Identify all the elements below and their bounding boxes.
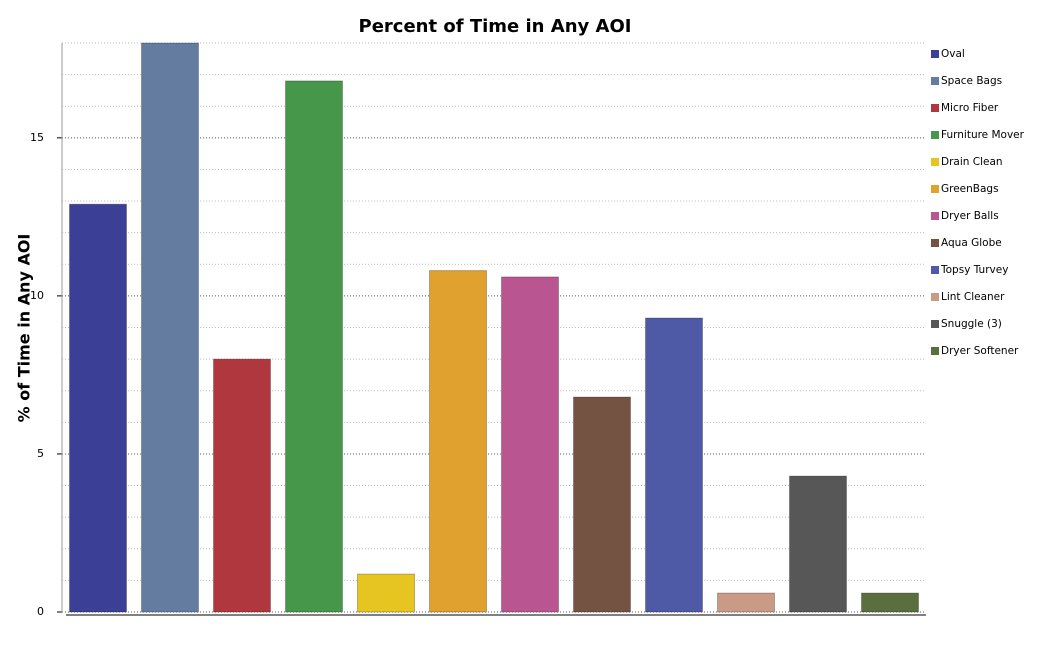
y-tick-label: 10: [30, 289, 44, 302]
y-axis-label: % of Time in Any AOI: [15, 234, 34, 423]
bar: [213, 358, 271, 613]
legend-label: Dryer Softener: [941, 345, 1019, 357]
legend-swatch: [931, 320, 939, 328]
legend-label: Furniture Mover: [941, 129, 1025, 141]
bar: [285, 80, 343, 613]
legend-label: Aqua Globe: [941, 237, 1002, 249]
legend-swatch: [931, 347, 939, 355]
legend-swatch: [931, 158, 939, 166]
bar: [429, 270, 487, 613]
legend-swatch: [931, 293, 939, 301]
legend-swatch: [931, 212, 939, 220]
legend-swatch: [931, 239, 939, 247]
legend-label: GreenBags: [941, 183, 999, 195]
bar: [141, 42, 199, 613]
legend-label: Dryer Balls: [941, 210, 999, 222]
legend-swatch: [931, 50, 939, 58]
legend-label: Lint Cleaner: [941, 291, 1005, 303]
legend-label: Space Bags: [941, 75, 1002, 87]
y-tick-label: 0: [37, 605, 44, 618]
chart-title: Percent of Time in Any AOI: [359, 16, 632, 37]
bar: [357, 573, 415, 613]
legend-swatch: [931, 266, 939, 274]
bar: [717, 592, 775, 613]
legend-swatch: [931, 131, 939, 139]
bar: [789, 475, 847, 613]
legend-swatch: [931, 185, 939, 193]
legend-label: Topsy Turvey: [940, 264, 1008, 276]
bar: [69, 203, 127, 613]
legend-label: Snuggle (3): [941, 318, 1002, 330]
legend-label: Drain Clean: [941, 156, 1003, 168]
bar: [645, 317, 703, 613]
y-tick-label: 15: [30, 131, 44, 144]
bar: [861, 592, 919, 613]
legend-label: Micro Fiber: [941, 102, 999, 114]
legend-label: Oval: [941, 48, 965, 60]
legend-swatch: [931, 77, 939, 85]
bar: [573, 396, 631, 613]
bar: [501, 276, 559, 613]
y-tick-label: 5: [37, 447, 44, 460]
legend-swatch: [931, 104, 939, 112]
